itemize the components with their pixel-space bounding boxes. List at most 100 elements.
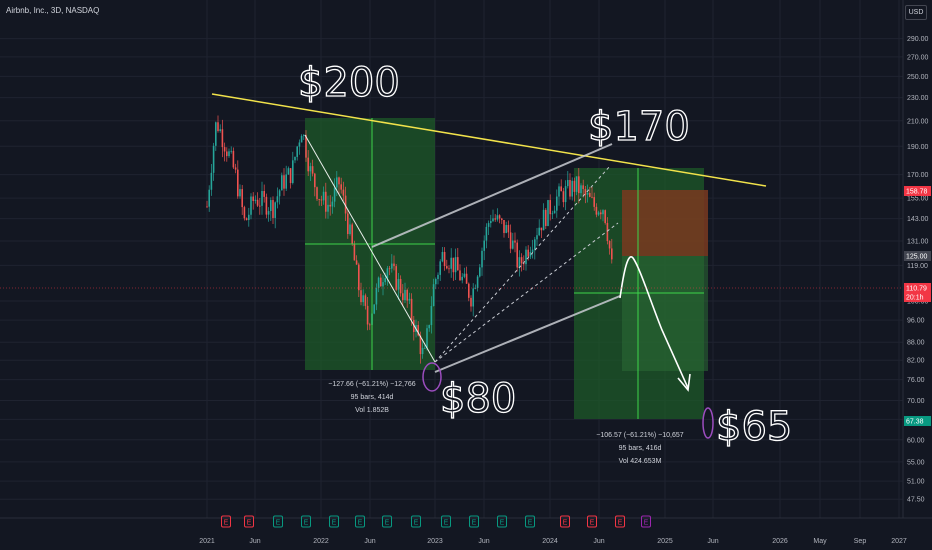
candle-body — [296, 146, 298, 157]
earnings-marker-label: E — [563, 520, 568, 527]
candle-body — [344, 195, 347, 214]
earnings-marker[interactable] — [301, 515, 311, 528]
candle-body — [397, 278, 400, 290]
candle-body — [452, 257, 455, 273]
forecast-arrow — [619, 256, 689, 389]
y-tick-label: 230.00 — [907, 95, 929, 102]
candle-body — [325, 191, 327, 212]
candle-body — [206, 206, 208, 208]
channel-upper[interactable] — [371, 143, 613, 248]
candle-body — [545, 209, 547, 226]
candle-body — [254, 199, 257, 201]
candle-body — [263, 191, 265, 197]
candle-body — [540, 227, 543, 231]
earnings-marker-label: E — [247, 520, 252, 527]
candle-body — [314, 173, 316, 188]
candle-body — [602, 210, 604, 215]
candles — [206, 115, 613, 364]
earnings-marker[interactable] — [469, 515, 479, 528]
candle-body — [283, 175, 285, 189]
x-tick-label: Jun — [364, 538, 375, 545]
candle-body — [366, 305, 369, 325]
candle-body — [298, 142, 301, 147]
currency-badge[interactable]: USD — [905, 5, 927, 20]
candle-body — [322, 191, 325, 201]
candle-body — [351, 224, 353, 244]
take-profit-zone — [622, 256, 708, 371]
y-tick-label: 60.00 — [907, 437, 925, 444]
candle-body — [333, 187, 336, 202]
earnings-marker[interactable] — [221, 515, 231, 528]
candle-body — [342, 189, 345, 196]
earnings-marker[interactable] — [244, 515, 254, 528]
candle-body — [270, 200, 272, 212]
channel-lower[interactable] — [434, 295, 621, 373]
candle-body — [558, 186, 560, 197]
candle-body — [547, 200, 549, 226]
candle-body — [230, 150, 232, 152]
candle-body — [252, 196, 254, 201]
trendline-resistance[interactable] — [211, 93, 767, 187]
label-170: $170 — [588, 104, 690, 150]
candle-body — [259, 205, 261, 207]
candle-body — [527, 249, 529, 257]
y-tick-label: 131.00 — [907, 238, 929, 245]
candle-body — [463, 273, 466, 277]
earnings-marker[interactable] — [560, 515, 570, 528]
earnings-marker[interactable] — [355, 515, 365, 528]
candle-body — [443, 251, 446, 267]
stat-left-line1: −127.66 (−61.21%) −12,766 — [328, 381, 415, 388]
candle-body — [448, 268, 450, 270]
earnings-marker[interactable] — [273, 515, 283, 528]
candle-body — [380, 277, 382, 287]
y-tick-label: 119.00 — [907, 263, 928, 270]
earnings-marker[interactable] — [411, 515, 421, 528]
earnings-marker-label: E — [472, 520, 477, 527]
label-80: $80 — [440, 376, 516, 422]
candle-body — [402, 293, 404, 301]
earnings-marker-label: E — [528, 520, 533, 527]
candle-body — [287, 168, 290, 175]
candle-body — [256, 199, 259, 206]
candle-body — [355, 260, 358, 265]
candle-body — [384, 278, 386, 283]
candle-body — [591, 196, 593, 198]
candle-body — [492, 218, 494, 222]
candle-body — [468, 283, 470, 298]
earnings-marker[interactable] — [641, 515, 651, 528]
candle-body — [382, 282, 384, 287]
candle-body — [274, 202, 276, 218]
candle-body — [498, 215, 501, 219]
candle-body — [336, 177, 338, 188]
earnings-marker[interactable] — [525, 515, 535, 528]
candle-body — [441, 251, 444, 262]
earnings-marker[interactable] — [615, 515, 625, 528]
earnings-marker[interactable] — [441, 515, 451, 528]
candle-body — [454, 257, 457, 273]
time-axis[interactable]: 2021 Jun 2022 Jun 2023 Jun 2024 Jun 2025 Jun 2026 M… — [199, 538, 907, 545]
candle-body — [523, 263, 525, 265]
candle-body — [459, 270, 461, 281]
earnings-marker-label: E — [618, 520, 623, 527]
candle-body — [292, 160, 294, 183]
earnings-marker[interactable] — [587, 515, 597, 528]
candle-body — [419, 335, 422, 355]
candle-body — [597, 212, 600, 215]
candle-body — [428, 325, 430, 329]
earnings-marker[interactable] — [382, 515, 392, 528]
earnings-marker[interactable] — [329, 515, 339, 528]
earnings-marker[interactable] — [497, 515, 507, 528]
candle-body — [362, 295, 364, 303]
candle-body — [470, 297, 472, 307]
price-tag — [904, 251, 931, 261]
candle-body — [239, 189, 241, 197]
candle-body — [217, 122, 219, 131]
candle-body — [353, 243, 356, 261]
measure-boxes — [305, 118, 708, 419]
stat-left-line2: 95 bars, 414d — [351, 394, 394, 401]
candle-body — [399, 278, 402, 294]
candle-body — [573, 180, 576, 192]
candle-body — [503, 220, 505, 233]
earnings-marker-label: E — [385, 520, 390, 527]
